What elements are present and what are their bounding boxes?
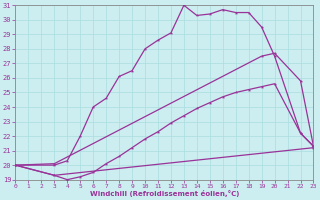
X-axis label: Windchill (Refroidissement éolien,°C): Windchill (Refroidissement éolien,°C) [90, 190, 239, 197]
